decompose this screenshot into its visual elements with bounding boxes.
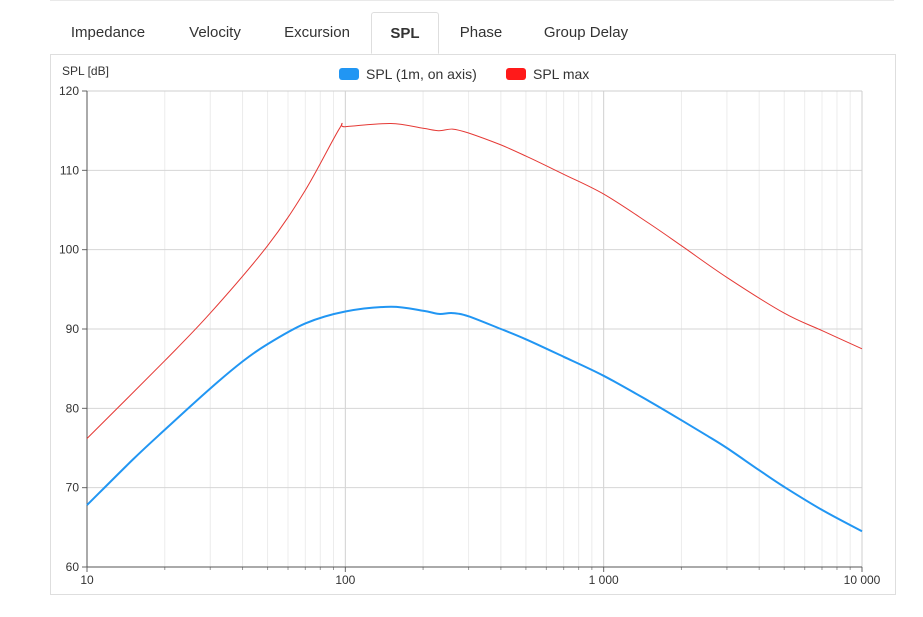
tab-velocity[interactable]: Velocity bbox=[189, 24, 241, 41]
legend-label-spl-max: SPL max bbox=[533, 66, 589, 82]
x-tick-label: 10 000 bbox=[844, 573, 881, 587]
tab-phase[interactable]: Phase bbox=[459, 24, 503, 41]
series-line-spl-on-axis bbox=[86, 305, 863, 533]
chart-panel bbox=[50, 54, 896, 595]
x-tick-label: 1 000 bbox=[589, 573, 619, 587]
tab-group-delay[interactable]: Group Delay bbox=[543, 24, 629, 41]
tick-labels: 10 100 1 000 10 000 60 70 80 90 100 110 120 bbox=[59, 84, 881, 587]
y-tick-label: 70 bbox=[66, 481, 80, 495]
y-tick-label: 110 bbox=[60, 163, 79, 177]
y-tick-label: 120 bbox=[59, 84, 79, 98]
legend: SPL (1m, on axis) SPL max bbox=[339, 66, 589, 82]
series-lines bbox=[86, 122, 863, 533]
y-tick-label: 90 bbox=[66, 322, 80, 336]
top-divider bbox=[50, 0, 894, 1]
axes bbox=[82, 90, 863, 572]
tab-impedance[interactable]: Impedance bbox=[70, 24, 146, 41]
tab-excursion[interactable]: Excursion bbox=[284, 24, 350, 41]
legend-swatch-spl-max bbox=[506, 68, 526, 80]
major-gridlines bbox=[86, 90, 863, 568]
tab-bar: Impedance Velocity Excursion SPL Phase G… bbox=[50, 12, 896, 55]
y-axis-label: SPL [dB] bbox=[62, 64, 109, 78]
y-tick-label: 100 bbox=[59, 243, 79, 257]
y-tick-label: 80 bbox=[66, 401, 80, 415]
tab-spl[interactable]: SPL bbox=[371, 12, 439, 54]
series-line-spl-max bbox=[86, 122, 863, 439]
x-tick-label: 100 bbox=[335, 573, 355, 587]
y-tick-label: 60 bbox=[66, 560, 80, 574]
x-tick-label: 10 bbox=[80, 573, 94, 587]
legend-swatch-spl bbox=[339, 68, 359, 80]
legend-label-spl: SPL (1m, on axis) bbox=[366, 66, 477, 82]
